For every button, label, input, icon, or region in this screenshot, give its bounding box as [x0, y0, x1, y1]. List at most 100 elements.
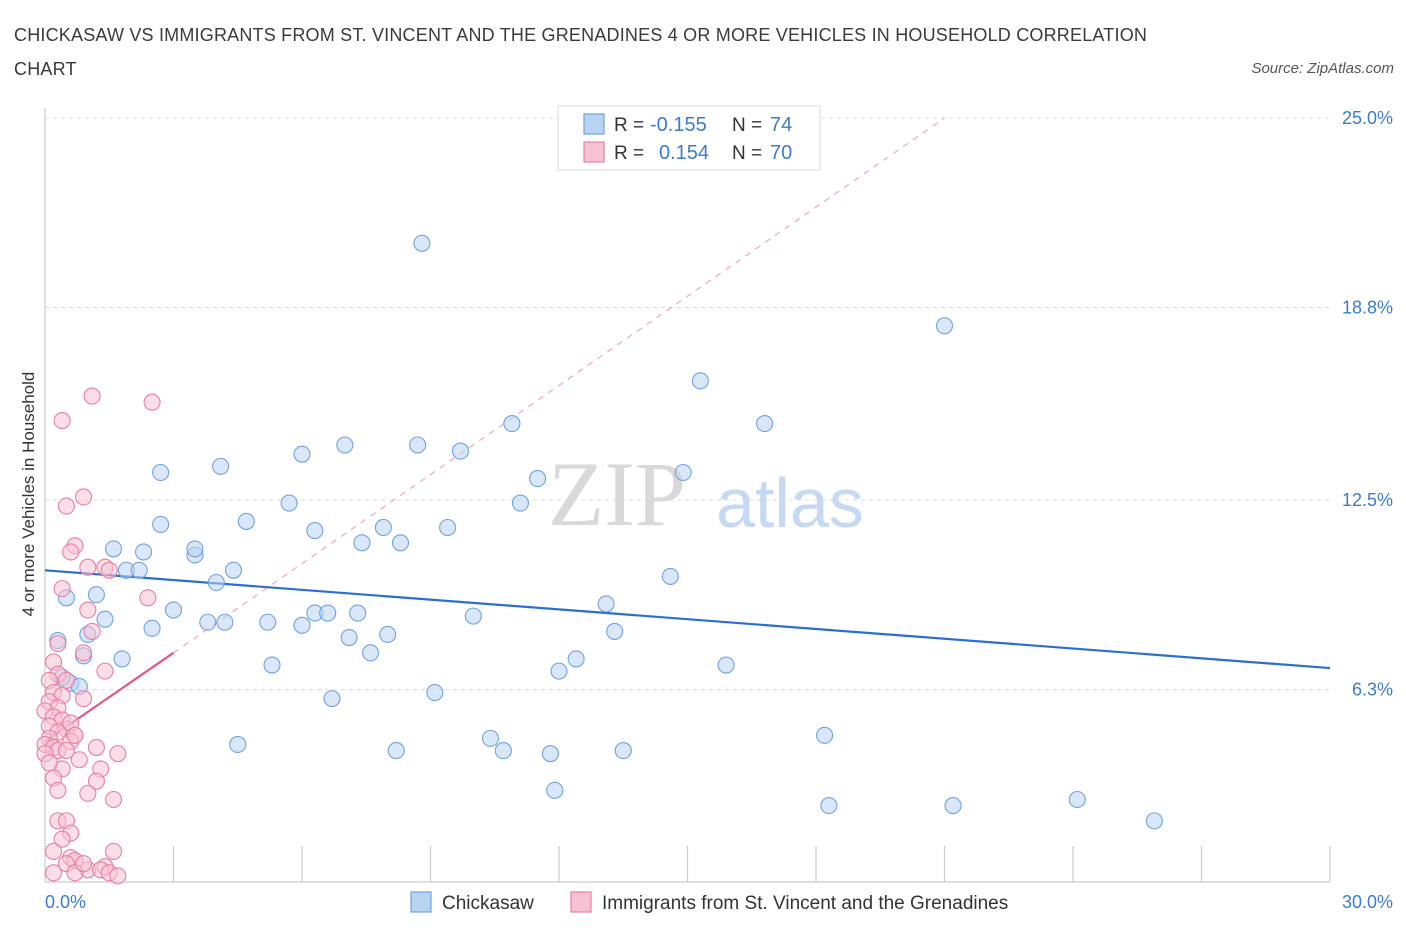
series-legend-swatch-blue	[410, 891, 432, 913]
chickasaw-point-69	[820, 797, 838, 815]
svg-immigrant-point-20	[57, 671, 75, 689]
svg-immigrant-point-14	[49, 635, 67, 653]
legend-swatch-blue	[583, 113, 605, 135]
watermark-zip: ZIP	[548, 443, 686, 545]
chickasaw-point-7	[451, 442, 470, 460]
chickasaw-point-56	[550, 662, 568, 680]
chickasaw-point-63	[387, 742, 405, 760]
axes	[44, 108, 1330, 883]
chickasaw-point-60	[816, 726, 834, 744]
legend-swatch-pink	[583, 141, 605, 163]
chickasaw-point-55	[717, 656, 735, 674]
svg-immigrant-point-45	[49, 781, 67, 799]
chickasaw-point-66	[614, 742, 632, 760]
chickasaw-point-48	[379, 625, 397, 644]
chickasaw-point-13	[511, 494, 530, 512]
y-tick-label-1: 12.5%	[1342, 490, 1393, 510]
chickasaw-point-4	[756, 415, 774, 433]
chickasaw-point-37	[464, 607, 482, 625]
chickasaw-point-61	[481, 729, 500, 747]
chickasaw-point-3	[503, 415, 521, 433]
chickasaw-point-2	[691, 372, 709, 390]
chickasaw-point-1	[935, 317, 954, 335]
svg-immigrant-point-37	[57, 742, 75, 760]
chickasaw-point-54	[263, 656, 281, 674]
legend-n-label-1: N =	[732, 115, 762, 136]
svg-immigrant-point-0	[83, 387, 101, 405]
chickasaw-point-53	[113, 650, 131, 668]
series-legend-label-1: Chickasaw	[442, 893, 534, 914]
chickasaw-point-28	[224, 561, 243, 579]
svg-immigrant-point-58	[45, 864, 63, 882]
svg-immigrant-point-3	[75, 488, 93, 506]
series-legend-label-2: Immigrants from St. Vincent and the Gren…	[602, 893, 1008, 914]
x-tick-label-1: 30.0%	[1342, 892, 1393, 912]
svg-immigrant-point-1	[143, 393, 161, 411]
chickasaw-point-41	[216, 613, 234, 631]
svg-immigrant-point-7	[79, 558, 97, 576]
series-legend-swatch-pink	[570, 891, 592, 913]
chickasaw-point-39	[96, 610, 114, 628]
svg-immigrant-point-2	[53, 411, 71, 430]
chickasaw-point-25	[186, 540, 204, 558]
chickasaw-point-40	[199, 613, 217, 631]
svg-immigrant-point-69	[66, 726, 84, 744]
chickasaw-point-35	[319, 604, 337, 622]
svg-immigrant-trend-extension	[173, 117, 945, 654]
y-tick-label-2: 18.8%	[1342, 297, 1393, 317]
svg-immigrant-point-46	[79, 784, 97, 802]
svg-immigrant-point-68	[40, 754, 58, 772]
chickasaw-point-20	[306, 522, 324, 540]
series-legend: Chickasaw Immigrants from St. Vincent an…	[410, 891, 1008, 914]
chickasaw-point-11	[152, 463, 170, 482]
chickasaw-point-59	[323, 690, 341, 708]
svg-immigrant-point-4	[57, 497, 75, 515]
chickasaw-point-68	[1068, 790, 1086, 809]
legend-r-value-1: -0.155	[650, 114, 707, 136]
chickasaw-point-62	[229, 735, 247, 754]
chickasaw-point-9	[529, 470, 547, 488]
legend-r-label-1: R =	[614, 115, 644, 136]
chickasaw-point-44	[143, 619, 161, 637]
chickasaw-point-14	[280, 494, 298, 512]
chickasaw-point-58	[426, 683, 444, 702]
chickasaw-point-29	[661, 567, 679, 585]
chickasaw-point-36	[349, 604, 367, 622]
y-tick-label-3: 25.0%	[1342, 108, 1393, 128]
chickasaw-point-52	[567, 650, 585, 668]
chickasaw-point-16	[439, 518, 457, 537]
svg-immigrant-point-64	[75, 855, 93, 873]
svg-immigrant-point-63	[109, 867, 127, 885]
chickasaw-point-18	[237, 512, 255, 530]
source-label: Source: ZipAtlas.com	[1251, 60, 1394, 77]
legend-n-label-2: N =	[732, 143, 762, 164]
chickasaw-point-38	[597, 595, 615, 613]
svg-immigrant-point-17	[96, 662, 114, 680]
stats-legend: R = -0.155 N = 74 R = 0.154 N = 70	[557, 105, 821, 171]
svg-immigrant-point-12	[79, 601, 97, 619]
chickasaw-point-43	[293, 616, 311, 634]
chart-title: CHICKASAW VS IMMIGRANTS FROM ST. VINCENT…	[14, 25, 1148, 79]
chickasaw-point-15	[374, 518, 392, 537]
chickasaw-point-23	[104, 540, 123, 558]
svg-immigrant-point-55	[104, 842, 123, 860]
chickasaw-point-8	[293, 445, 311, 463]
chickasaw-point-10	[674, 463, 692, 482]
svg-immigrant-point-11	[53, 580, 71, 598]
legend-r-label-2: R =	[614, 143, 644, 164]
chickasaw-point-70	[944, 797, 962, 815]
grid-lines	[45, 117, 1331, 882]
chickasaw-point-21	[353, 534, 371, 552]
chickasaw-point-65	[541, 745, 559, 763]
svg-immigrant-point-6	[62, 543, 80, 561]
svg-immigrant-point-9	[100, 561, 118, 579]
svg-immigrant-point-39	[87, 738, 105, 757]
chickasaw-point-0	[413, 234, 431, 252]
chickasaw-point-22	[391, 534, 410, 552]
chickasaw-point-42	[259, 613, 277, 631]
svg-immigrant-point-15	[75, 644, 93, 662]
chickasaw-point-47	[340, 628, 358, 647]
chickasaw-point-64	[494, 742, 512, 760]
chickasaw-point-17	[152, 515, 170, 533]
svg-immigrant-point-13	[83, 622, 101, 640]
